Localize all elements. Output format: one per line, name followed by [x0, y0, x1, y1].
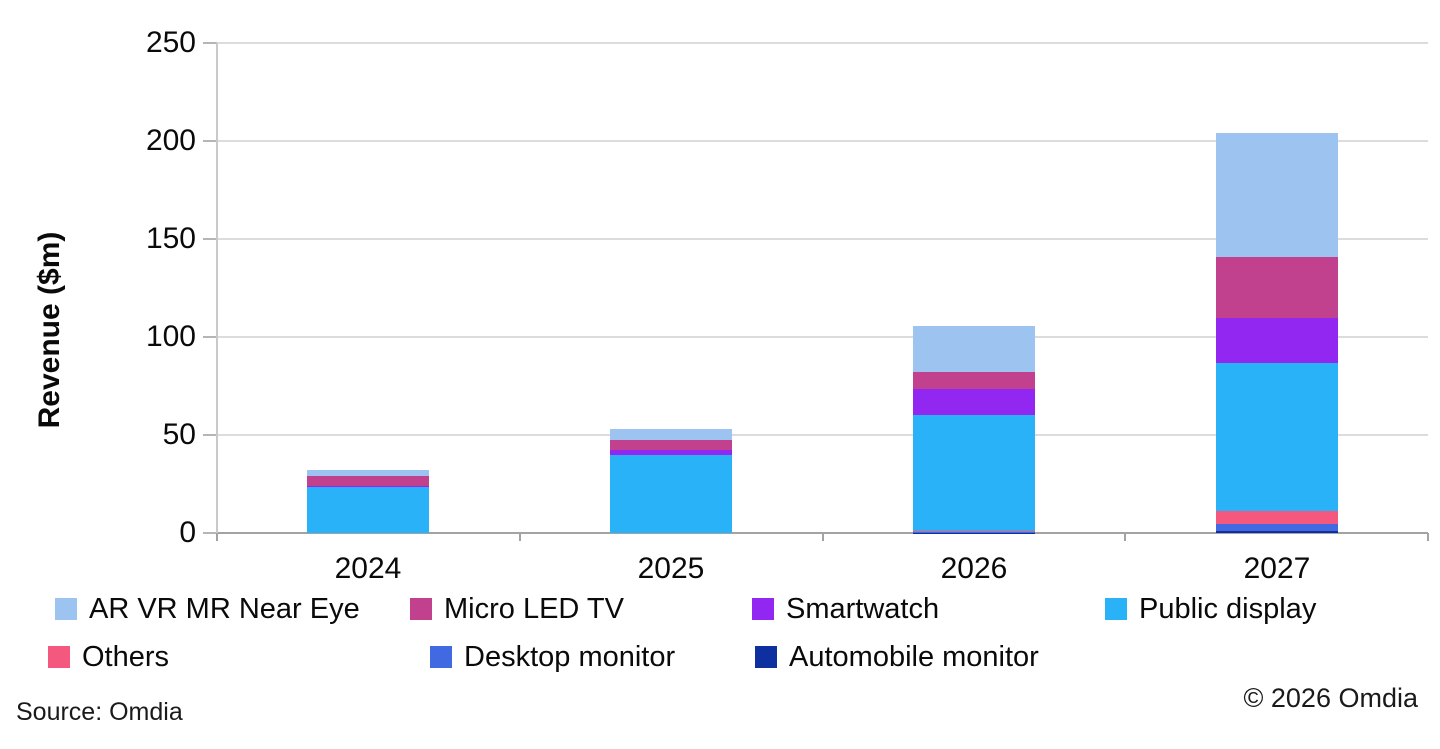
- bar-segment-2026-desktop-monitor: [913, 531, 1035, 533]
- y-tick-label: 200: [145, 124, 196, 157]
- bar-segment-2026-ar-vr-mr-near-eye: [913, 326, 1035, 373]
- y-tick-mark: [203, 532, 217, 534]
- legend-label: Desktop monitor: [464, 640, 676, 673]
- x-tick-mark: [1124, 533, 1126, 541]
- legend-swatch-icon: [48, 646, 70, 668]
- legend-swatch-icon: [410, 598, 432, 620]
- y-axis-title: Revenue ($m): [33, 231, 66, 429]
- legend-swatch-icon: [55, 598, 77, 620]
- bar-segment-2026-micro-led-tv: [913, 372, 1035, 390]
- bar-segment-2024-ar-vr-mr-near-eye: [307, 469, 429, 477]
- legend-item-automobile-monitor: Automobile monitor: [755, 640, 1039, 674]
- legend-label: Public display: [1139, 592, 1317, 625]
- bar-segment-2027-others: [1216, 511, 1338, 524]
- bar-segment-2027-automobile-monitor: [1216, 531, 1338, 533]
- gridline-y150: [217, 238, 1428, 240]
- gridline-y100: [217, 336, 1428, 338]
- bar-segment-2025-ar-vr-mr-near-eye: [610, 428, 732, 440]
- source-text: Source: Omdia: [16, 698, 183, 726]
- x-axis-label-2024: 2024: [334, 552, 402, 585]
- x-tick-mark: [519, 533, 521, 541]
- bar-segment-2025-public-display: [610, 454, 732, 533]
- y-tick-label: 0: [179, 516, 196, 549]
- bar-segment-2027-micro-led-tv: [1216, 256, 1338, 319]
- gridline-y50: [217, 434, 1428, 436]
- legend-item-others: Others: [48, 640, 169, 674]
- bar-segment-2024-micro-led-tv: [307, 476, 429, 486]
- legend-label: Automobile monitor: [789, 640, 1039, 673]
- legend-swatch-icon: [430, 646, 452, 668]
- bar-segment-2024-smartwatch: [307, 485, 429, 487]
- legend-item-micro-led-tv: Micro LED TV: [410, 592, 624, 626]
- x-axis-label-2027: 2027: [1243, 552, 1311, 585]
- bar-segment-2027-desktop-monitor: [1216, 523, 1338, 532]
- y-tick-mark: [203, 336, 217, 338]
- bar-segment-2025-smartwatch: [610, 449, 732, 455]
- y-tick-mark: [203, 42, 217, 44]
- x-tick-mark: [1427, 533, 1429, 541]
- legend-item-public-display: Public display: [1105, 592, 1316, 626]
- y-tick-mark: [203, 238, 217, 240]
- x-axis-label-2026: 2026: [940, 552, 1008, 585]
- legend-item-smartwatch: Smartwatch: [752, 592, 939, 626]
- legend-label: Others: [82, 640, 170, 673]
- bar-segment-2027-ar-vr-mr-near-eye: [1216, 132, 1338, 257]
- legend-item-desktop-monitor: Desktop monitor: [430, 640, 675, 674]
- bar-segment-2026-public-display: [913, 415, 1035, 531]
- legend-label: Micro LED TV: [444, 592, 624, 625]
- bar-segment-2024-public-display: [307, 486, 429, 533]
- legend-item-ar-vr-mr-near-eye: AR VR MR Near Eye: [55, 592, 360, 626]
- bar-segment-2027-smartwatch: [1216, 318, 1338, 364]
- x-tick-mark: [216, 533, 218, 541]
- gridline-y250: [217, 42, 1428, 44]
- gridline-y200: [217, 140, 1428, 142]
- y-tick-label: 50: [162, 418, 196, 451]
- legend-swatch-icon: [1105, 598, 1127, 620]
- bar-segment-2026-others: [913, 530, 1035, 532]
- y-tick-label: 150: [145, 222, 196, 255]
- copyright-text: © 2026 Omdia: [1243, 683, 1419, 713]
- y-tick-label: 250: [145, 26, 196, 59]
- bar-segment-2026-automobile-monitor: [913, 532, 1035, 534]
- y-tick-label: 100: [145, 320, 196, 353]
- legend-label: AR VR MR Near Eye: [89, 592, 360, 625]
- y-tick-mark: [203, 140, 217, 142]
- x-tick-mark: [822, 533, 824, 541]
- bar-segment-2025-micro-led-tv: [610, 439, 732, 450]
- y-tick-mark: [203, 434, 217, 436]
- x-axis-label-2025: 2025: [637, 552, 705, 585]
- y-axis-line: [216, 43, 218, 533]
- legend-swatch-icon: [755, 646, 777, 668]
- bar-segment-2027-public-display: [1216, 363, 1338, 512]
- legend-swatch-icon: [752, 598, 774, 620]
- legend-label: Smartwatch: [786, 592, 940, 625]
- bar-segment-2026-smartwatch: [913, 389, 1035, 416]
